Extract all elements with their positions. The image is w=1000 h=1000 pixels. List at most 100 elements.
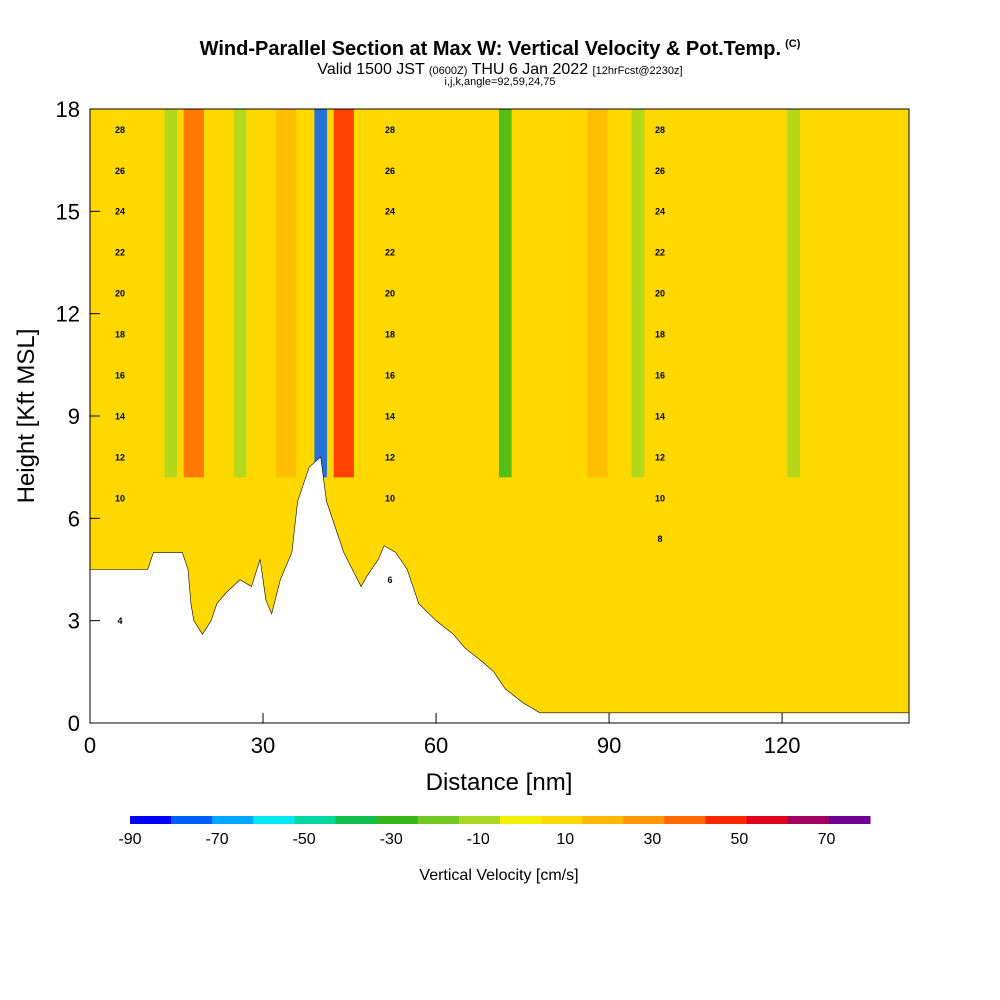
potential-temperature-contours: 4 6 8 10 10 10 12 12 12 14 14 14 16 16 16 18 18 18 20 20 20 2… <box>115 125 665 626</box>
theta-label-25: 24 <box>385 207 395 217</box>
theta-label-32: 28 <box>655 125 665 135</box>
theta-label-11: 14 <box>655 411 665 421</box>
downdraft-band-4 <box>631 109 645 478</box>
theta-label-7: 12 <box>385 452 395 462</box>
theta-label-5: 10 <box>655 493 665 503</box>
colorbar-tick-6: 30 <box>643 831 661 848</box>
x-tick-label-4: 120 <box>764 733 801 758</box>
valid-utc: (0600Z) <box>428 65 468 77</box>
theta-label-28: 26 <box>385 166 395 176</box>
theta-label-12: 16 <box>115 370 125 380</box>
colorbar-swatch-2 <box>212 816 254 824</box>
colorbar-swatch-4 <box>294 816 337 824</box>
colorbar-swatch-0 <box>130 816 172 824</box>
theta-label-30: 28 <box>115 125 125 135</box>
theta-label-0: 4 <box>117 616 122 626</box>
updraft-band-3 <box>587 109 608 478</box>
colorbar-swatch-11 <box>582 816 624 824</box>
colorbar-swatch-6 <box>376 816 419 824</box>
theta-label-6: 12 <box>115 452 125 462</box>
y-tick-label-5: 15 <box>56 199 80 224</box>
theta-label-26: 24 <box>655 207 665 217</box>
y-axis-title: Height [Kft MSL] <box>13 329 40 504</box>
colorbar-swatch-9 <box>500 816 542 824</box>
forecast-info: [12hrFcst@2230z] <box>592 65 683 77</box>
y-tick-label-2: 6 <box>68 506 80 531</box>
terrain-mask <box>90 456 909 723</box>
theta-label-4: 10 <box>385 493 395 503</box>
theta-label-24: 24 <box>115 207 125 217</box>
downdraft-band-0 <box>314 109 328 478</box>
downdraft-band-5 <box>787 109 800 478</box>
colorbar-tick-7: 50 <box>731 831 749 848</box>
colorbar-swatch-13 <box>664 816 707 824</box>
theta-label-29: 26 <box>655 166 665 176</box>
terrain-shape <box>90 456 909 723</box>
theta-label-31: 28 <box>385 125 395 135</box>
axes: 0 30 60 90 120 0 3 6 9 12 15 18 <box>56 97 801 758</box>
theta-label-27: 26 <box>115 166 125 176</box>
updraft-band-2 <box>276 109 297 478</box>
theta-label-17: 18 <box>655 330 665 340</box>
y-tick-label-6: 18 <box>56 97 80 122</box>
downdraft-band-2 <box>164 109 178 478</box>
theta-label-10: 14 <box>385 411 395 421</box>
colorbar-swatch-1 <box>171 816 213 824</box>
y-tick-label-0: 0 <box>68 711 80 736</box>
theta-label-16: 18 <box>385 330 395 340</box>
copyright-mark: (C) <box>785 38 801 51</box>
colorbar-swatch-8 <box>458 816 501 824</box>
colorbar-swatch-17 <box>828 816 871 824</box>
x-axis-title: Distance [nm] <box>426 769 573 796</box>
valid-time-line: Valid 1500 JST (0600Z) THU 6 Jan 2022 [1… <box>0 61 1000 79</box>
downdraft-band-3 <box>233 109 247 478</box>
theta-label-23: 22 <box>655 248 665 258</box>
theta-label-3: 10 <box>115 493 125 503</box>
downdraft-band-1 <box>498 109 512 478</box>
colorbar-swatch-3 <box>253 816 295 824</box>
theta-label-22: 22 <box>385 248 395 258</box>
theta-label-14: 16 <box>655 370 665 380</box>
colorbar-tick-4: -10 <box>467 831 490 848</box>
y-tick-label-1: 3 <box>68 609 80 634</box>
colorbar-tick-5: 10 <box>556 831 574 848</box>
theta-label-13: 16 <box>385 370 395 380</box>
colorbar-swatch-15 <box>746 816 789 824</box>
chart-title-text: Wind-Parallel Section at Max W: Vertical… <box>199 38 782 60</box>
valid-prefix: Valid 1500 JST <box>317 61 425 78</box>
x-tick-label-0: 0 <box>84 733 96 758</box>
colorbar-swatch-14 <box>705 816 748 824</box>
colorbar-swatch-12 <box>623 816 665 824</box>
section-params: i,j,k,angle=92,59,24,75 <box>444 76 556 88</box>
chart-title: Wind-Parallel Section at Max W: Vertical… <box>0 38 1000 61</box>
theta-label-21: 22 <box>115 248 125 258</box>
theta-label-15: 18 <box>115 330 125 340</box>
theta-label-18: 20 <box>115 289 125 299</box>
valid-date: THU 6 Jan 2022 <box>471 61 589 78</box>
x-tick-label-2: 60 <box>424 733 448 758</box>
theta-label-19: 20 <box>385 289 395 299</box>
colorbar-tick-8: 70 <box>818 831 836 848</box>
colorbar-tick-1: -70 <box>205 831 228 848</box>
updraft-band-0 <box>183 109 204 478</box>
colorbar-tick-2: -50 <box>293 831 316 848</box>
theta-label-8: 12 <box>655 452 665 462</box>
theta-label-20: 20 <box>655 289 665 299</box>
colorbar-tick-0: -90 <box>118 831 141 848</box>
colorbar-swatch-10 <box>541 816 583 824</box>
theta-label-9: 14 <box>115 411 125 421</box>
colorbar: -90 -70 -50 -30 -10 10 30 50 70 <box>118 816 871 848</box>
colorbar-tick-3: -30 <box>380 831 403 848</box>
theta-label-2: 8 <box>657 534 662 544</box>
x-tick-label-3: 90 <box>597 733 621 758</box>
x-tick-label-1: 30 <box>251 733 275 758</box>
colorbar-title: Vertical Velocity [cm/s] <box>419 867 578 884</box>
theta-label-1: 6 <box>387 575 392 585</box>
y-tick-label-4: 12 <box>56 302 80 327</box>
updraft-band-1 <box>333 109 354 478</box>
y-tick-label-3: 9 <box>68 404 80 429</box>
colorbar-swatch-7 <box>417 816 460 824</box>
colorbar-swatch-16 <box>787 816 830 824</box>
colorbar-swatch-5 <box>335 816 378 824</box>
